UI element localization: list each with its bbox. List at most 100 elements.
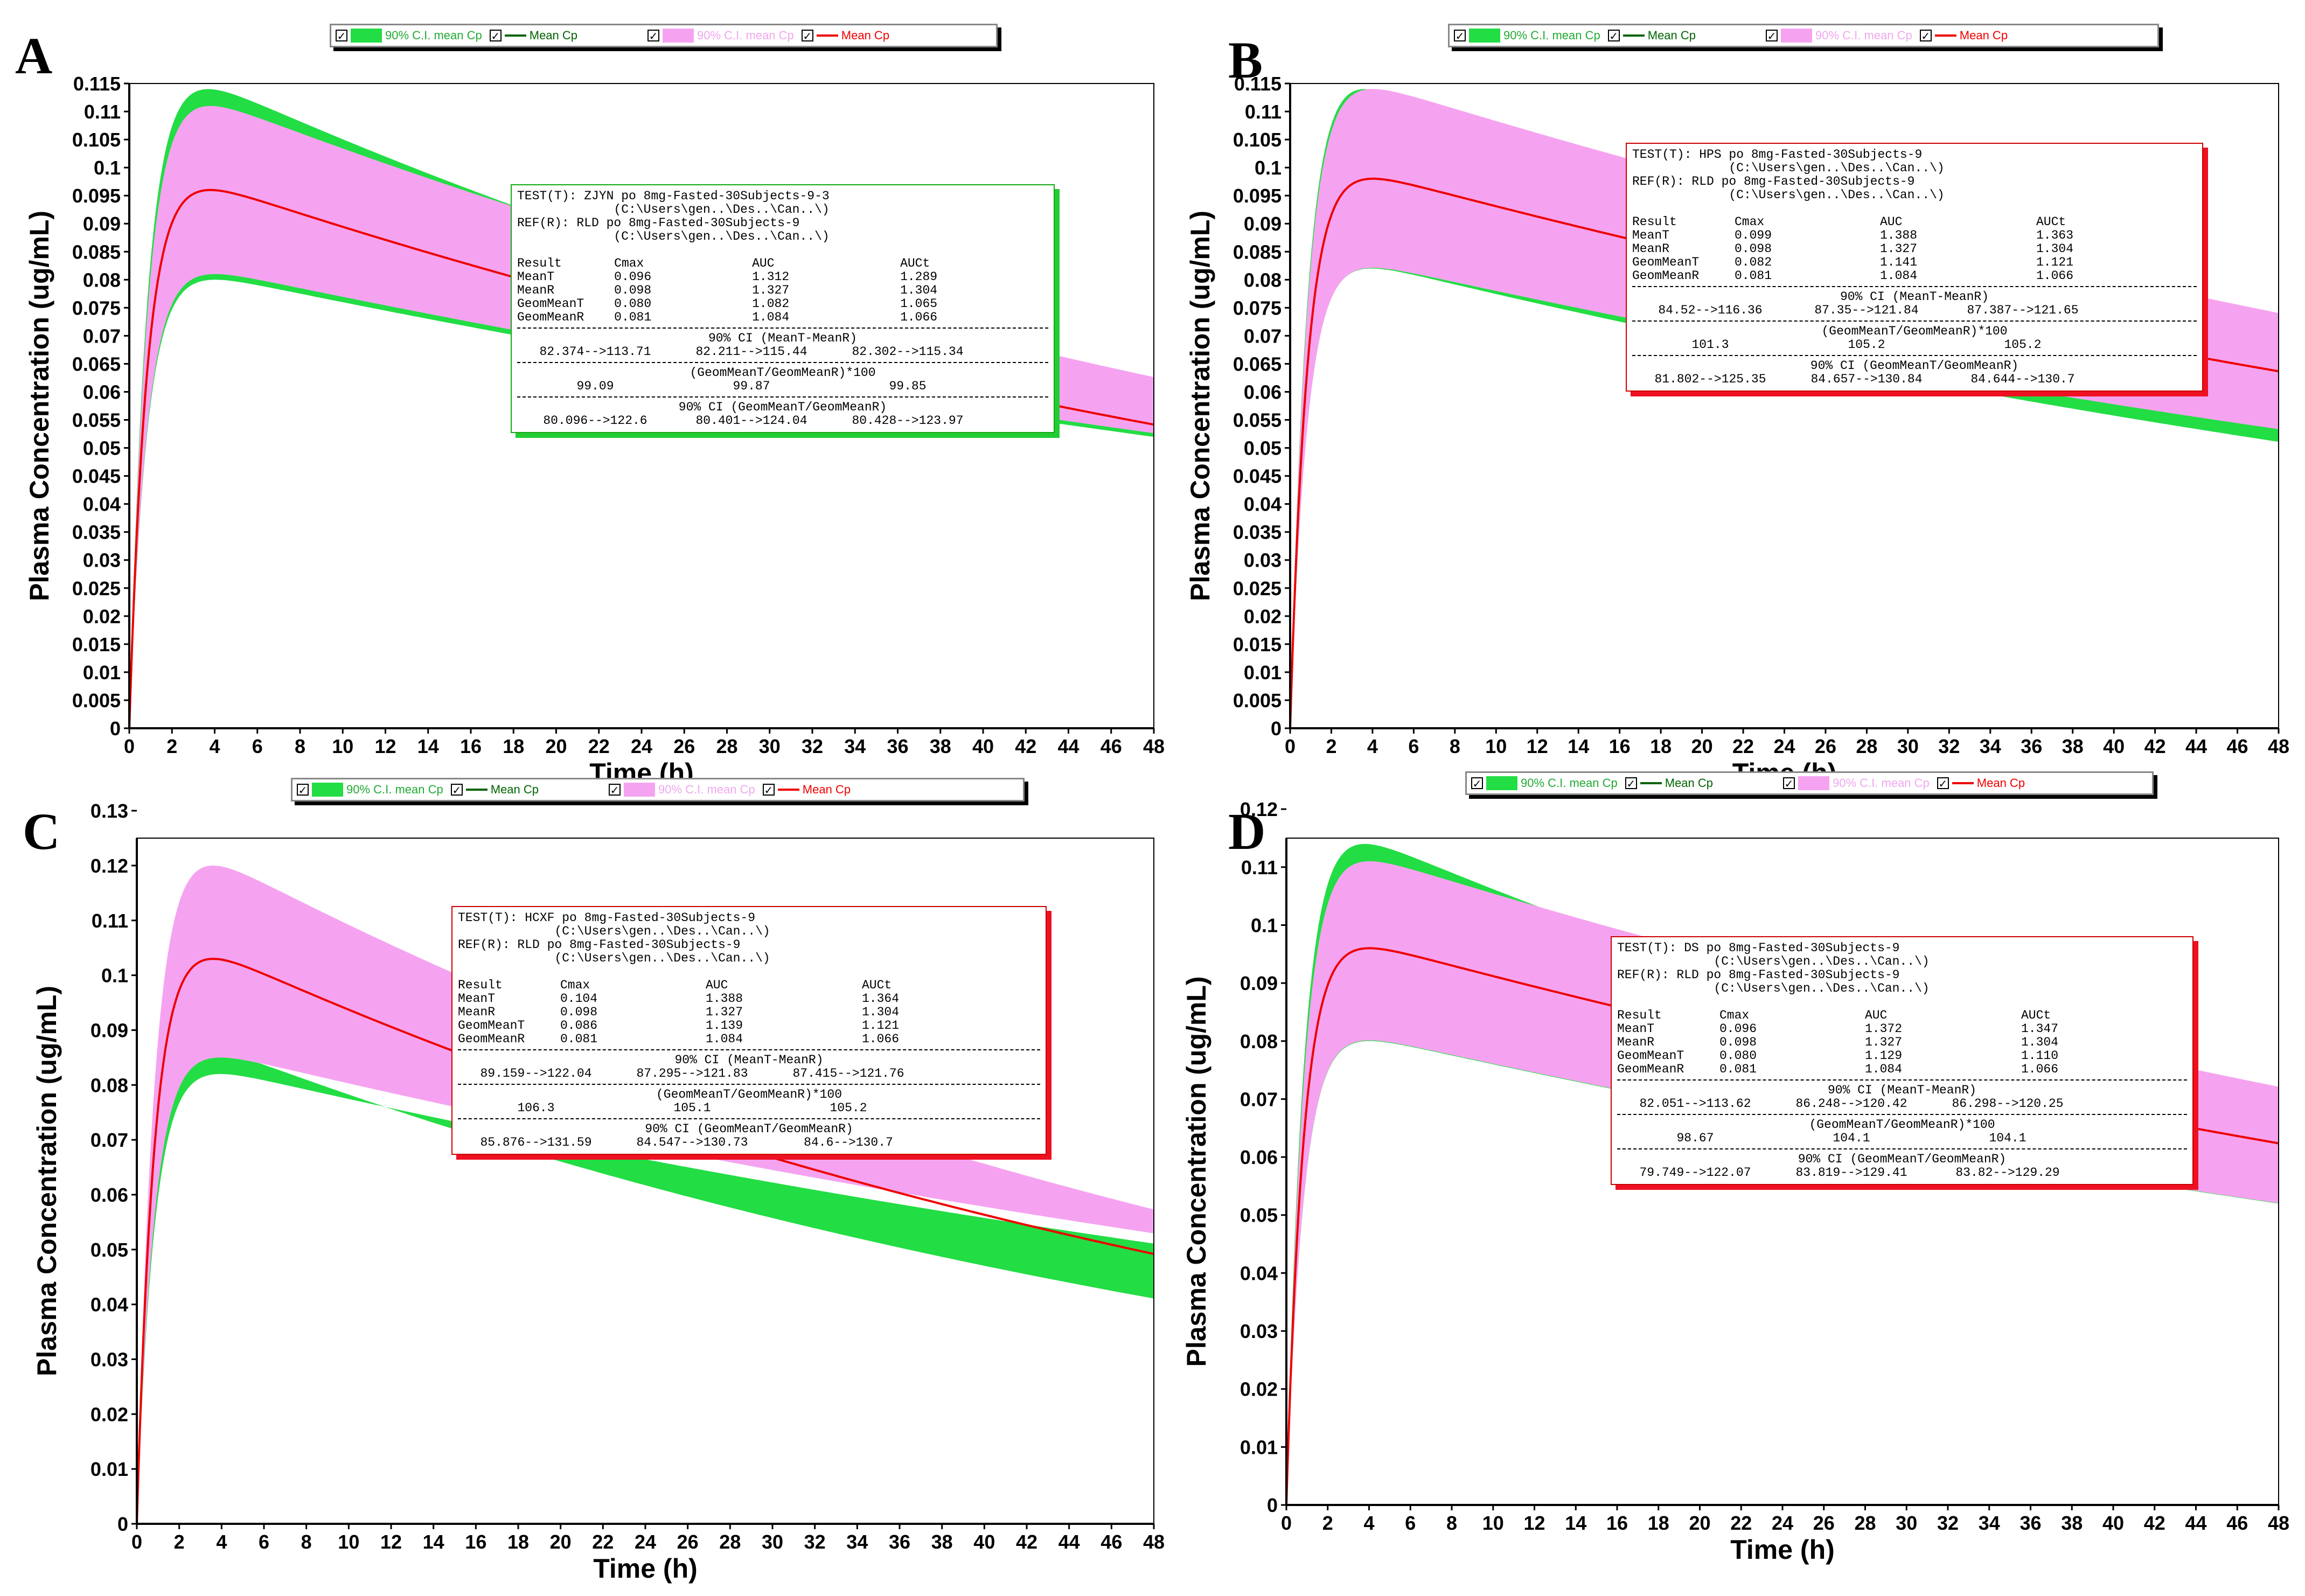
ci-mean-value: 82.374-->113.71 <box>539 345 651 359</box>
x-tick-label: 22 <box>588 735 610 757</box>
x-tick-label: 26 <box>677 1531 699 1553</box>
test-path: (C:\Users\gen..\Des..\Can..\) <box>1617 954 1930 968</box>
ci-geom-value: 85.876-->131.59 <box>480 1135 592 1149</box>
ratio-row: 98.67 104.1 104.1 <box>1617 1132 2187 1145</box>
stats-cell: 1.363 <box>2036 228 2074 242</box>
ratio-value: 99.87 <box>733 379 770 393</box>
checkbox-icon[interactable]: ✓ <box>1937 777 1949 789</box>
stats-cell: 0.081 <box>614 310 652 324</box>
x-tick-label: 24 <box>1772 1512 1793 1534</box>
stats-cell: 1.141 <box>1880 255 1918 269</box>
legend-item[interactable]: ✓ Mean Cp <box>489 29 577 43</box>
legend-item[interactable]: ✓ Mean Cp <box>1607 29 1696 43</box>
test-line: TEST(T): HPS po 8mg-Fasted-30Subjects-9 <box>1632 148 1923 162</box>
legend-item[interactable]: ✓ 90% C.I. mean Cp <box>1766 29 1912 43</box>
stats-header-cell: Result <box>1632 215 1677 229</box>
ratio-value: 105.2 <box>1848 338 1885 352</box>
legend-item[interactable]: ✓ 90% C.I. mean Cp <box>647 29 794 43</box>
stats-header-cell: AUCt <box>862 978 892 992</box>
checkbox-icon[interactable]: ✓ <box>1471 777 1483 789</box>
stats-row: GeomMeanR 0.081 1.084 1.066 <box>1617 1063 2187 1076</box>
stats-cell: 0.081 <box>560 1032 598 1046</box>
x-tick-label: 40 <box>973 1531 995 1553</box>
ratio-title: (GeomMeanT/GeomMeanR)*100 <box>1809 1118 1995 1132</box>
stats-cell: 0.080 <box>614 297 652 311</box>
stats-cell: MeanR <box>458 1005 496 1019</box>
checkbox-icon[interactable]: ✓ <box>1454 30 1466 41</box>
stats-cell: MeanR <box>1617 1035 1655 1049</box>
stats-box: TEST(T): DS po 8mg-Fasted-30Subjects-9 (… <box>1611 936 2193 1185</box>
x-tick-label: 12 <box>1523 1512 1545 1534</box>
legend-line <box>777 789 799 791</box>
ci-geom-value: 84.657-->130.84 <box>1810 372 1923 386</box>
checkbox-icon[interactable]: ✓ <box>801 30 813 41</box>
checkbox-icon[interactable]: ✓ <box>1607 30 1620 41</box>
stats-row: GeomMeanT 0.080 1.129 1.110 <box>1617 1049 2187 1063</box>
y-tick-label: 0.02 <box>83 605 121 628</box>
x-tick-label: 48 <box>1143 735 1165 757</box>
checkbox-icon[interactable]: ✓ <box>297 784 309 796</box>
legend-item[interactable]: ✓ Mean Cp <box>1625 776 1713 790</box>
legend-item[interactable]: ✓ Mean Cp <box>450 783 539 797</box>
stats-cell: 1.347 <box>2021 1022 2059 1036</box>
checkbox-icon[interactable]: ✓ <box>1625 777 1637 789</box>
legend-item[interactable]: ✓ 90% C.I. mean Cp <box>609 783 755 797</box>
stats-cell: 0.098 <box>614 283 652 297</box>
stats-header-cell: Cmax <box>614 256 644 270</box>
y-axis-title: Plasma Concentration (ug/mL) <box>1185 211 1215 601</box>
legend-swatch <box>663 29 694 43</box>
legend-item[interactable]: ✓ Mean Cp <box>762 783 851 797</box>
ci-mean-title: 90% CI (MeanT-MeanR) <box>1827 1083 1977 1097</box>
y-tick-label: 0.1 <box>1251 914 1278 936</box>
ratio-row: 106.3 105.1 105.2 <box>458 1102 1040 1115</box>
legend-item[interactable]: ✓ 90% C.I. mean Cp <box>297 783 443 797</box>
ci-geom-value: 80.428-->123.97 <box>852 414 964 428</box>
x-tick-label: 24 <box>631 735 652 757</box>
stats-cell: 1.121 <box>862 1019 900 1033</box>
stats-row: MeanR 0.098 1.327 1.304 <box>458 1006 1040 1019</box>
x-tick-label: 2 <box>1326 735 1336 757</box>
legend-item[interactable]: ✓ 90% C.I. mean Cp <box>1454 29 1600 43</box>
y-tick-label: 0.12 <box>1240 798 1278 820</box>
checkbox-icon[interactable]: ✓ <box>647 30 660 41</box>
ratio-title: (GeomMeanT/GeomMeanR)*100 <box>690 366 876 380</box>
panel-letter: A <box>15 27 53 85</box>
checkbox-icon[interactable]: ✓ <box>450 784 463 796</box>
checkbox-icon[interactable]: ✓ <box>762 784 775 796</box>
checkbox-icon[interactable]: ✓ <box>1783 777 1795 789</box>
legend-label: Mean Cp <box>802 783 851 796</box>
legend-item[interactable]: ✓ 90% C.I. mean Cp <box>1471 776 1618 790</box>
checkbox-icon[interactable]: ✓ <box>1919 30 1932 41</box>
legend-item[interactable]: ✓ 90% C.I. mean Cp <box>1783 776 1930 790</box>
legend-item[interactable]: ✓ Mean Cp <box>1937 776 2025 790</box>
y-tick-label: 0.08 <box>83 269 121 291</box>
stats-row: GeomMeanR 0.081 1.084 1.066 <box>517 311 1048 324</box>
y-tick-label: 0.06 <box>1240 1146 1278 1168</box>
x-tick-label: 16 <box>1606 1512 1628 1534</box>
ci-geom-row: 80.096-->122.6 80.401-->124.04 80.428-->12… <box>517 414 1048 428</box>
stats-cell: 1.304 <box>2021 1035 2059 1049</box>
stats-cell: 1.129 <box>1865 1049 1903 1063</box>
legend-item[interactable]: ✓ Mean Cp <box>1919 29 2008 43</box>
legend-item[interactable]: ✓ 90% C.I. mean Cp <box>336 29 482 43</box>
y-tick-label: 0.06 <box>1244 381 1282 403</box>
ratio-title: (GeomMeanT/GeomMeanR)*100 <box>656 1088 842 1102</box>
checkbox-icon[interactable]: ✓ <box>609 784 621 796</box>
y-tick-label: 0.065 <box>1233 353 1282 375</box>
y-tick-label: 0.045 <box>72 465 121 487</box>
x-tick-label: 16 <box>460 735 482 757</box>
x-tick-label: 30 <box>762 1531 783 1553</box>
checkbox-icon[interactable]: ✓ <box>489 30 502 41</box>
legend-swatch <box>1469 29 1500 43</box>
stats-cell: 0.098 <box>560 1005 598 1019</box>
ci-mean-title: 90% CI (MeanT-MeanR) <box>708 331 858 345</box>
stats-header-cell: AUC <box>1865 1008 1888 1022</box>
y-tick-label: 0.09 <box>90 1019 128 1041</box>
checkbox-icon[interactable]: ✓ <box>336 30 347 41</box>
legend-item[interactable]: ✓ Mean Cp <box>801 29 889 43</box>
ref-path: (C:\Users\gen..\Des..\Can..\) <box>517 229 830 243</box>
checkbox-icon[interactable]: ✓ <box>1766 30 1778 41</box>
stats-cell: 1.066 <box>2021 1062 2059 1076</box>
stats-cell: MeanR <box>517 283 555 297</box>
